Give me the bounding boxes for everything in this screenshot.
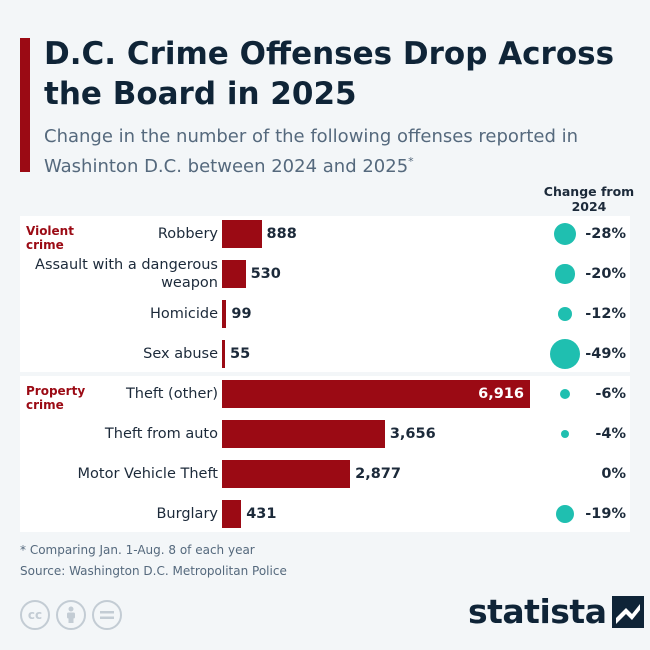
- chart-row: Burglary 431 -19%: [0, 494, 650, 534]
- brand-name: statista: [468, 592, 607, 631]
- bar: [222, 260, 246, 288]
- statista-mark-icon: [612, 595, 645, 628]
- bar: [222, 300, 227, 328]
- chart-row: Robbery 888 -28%: [0, 214, 650, 254]
- license-icons: cc: [20, 600, 122, 630]
- change-value-label: 0%: [601, 466, 626, 482]
- no-derivatives-icon[interactable]: [92, 600, 122, 630]
- category-label: Assault with a dangerous weapon: [35, 257, 218, 291]
- bar-value-label: 431: [246, 506, 277, 522]
- bar: [222, 500, 242, 528]
- statista-logo[interactable]: statista: [468, 592, 645, 631]
- chart-row: Theft from auto 3,656 -4%: [0, 414, 650, 454]
- chart-row: Motor Vehicle Theft 2,877 0%: [0, 454, 650, 494]
- attribution-icon[interactable]: [56, 600, 86, 630]
- cc-icon[interactable]: cc: [20, 600, 50, 630]
- bar-value-label: 3,656: [389, 426, 436, 442]
- change-value-label: -49%: [585, 346, 626, 362]
- bar-value-label: 530: [250, 266, 281, 282]
- category-label: Robbery: [157, 226, 218, 242]
- footnote: * Comparing Jan. 1-Aug. 8 of each year: [20, 543, 255, 557]
- change-value-label: -4%: [595, 426, 626, 442]
- category-label: Homicide: [149, 306, 218, 322]
- category-label: Burglary: [156, 506, 218, 522]
- change-bubble: [557, 306, 573, 322]
- bar-value-label: 6,916: [478, 386, 524, 402]
- change-value-label: -28%: [585, 226, 626, 242]
- category-label: Theft (other): [125, 386, 218, 402]
- category-label: Sex abuse: [143, 346, 218, 362]
- chart-row: Homicide 99 -12%: [0, 294, 650, 334]
- bar-value-label: 99: [231, 306, 252, 322]
- change-value-label: -19%: [585, 506, 626, 522]
- chart-row: Sex abuse 55 -49%: [0, 334, 650, 374]
- chart-row: Assault with a dangerous weapon 530 -20%: [0, 254, 650, 294]
- bar: [222, 220, 262, 248]
- bar-value-label: 888: [266, 226, 297, 242]
- group-label-violent: Violent crime: [26, 224, 74, 252]
- bar: [222, 460, 351, 488]
- change-value-label: -12%: [585, 306, 626, 322]
- subtitle-asterisk: *: [408, 155, 414, 168]
- chart-subtitle: Change in the number of the following of…: [44, 126, 579, 177]
- source-note: Source: Washington D.C. Metropolitan Pol…: [20, 564, 287, 578]
- change-bubble: [559, 388, 571, 400]
- change-bubble: [555, 264, 575, 284]
- chart-row: Theft (other) 6,916 -6%: [0, 374, 650, 414]
- bar-value-label: 2,877: [355, 466, 401, 482]
- change-value-label: -6%: [595, 386, 626, 402]
- category-label: Theft from auto: [104, 426, 218, 442]
- change-value-label: -20%: [585, 266, 626, 282]
- bar: [222, 380, 530, 408]
- change-bubble: [555, 504, 575, 524]
- change-bubble: [553, 222, 577, 246]
- bar-value-label: 55: [230, 346, 251, 362]
- bar: [222, 340, 225, 368]
- chart-title: D.C. Crime Offenses Drop Across the Boar…: [44, 36, 615, 112]
- change-column-header: Change from 2024: [543, 184, 635, 214]
- change-bubble: [560, 429, 570, 439]
- accent-bar: [20, 38, 30, 172]
- violent-crime-panel: [20, 216, 630, 372]
- bar: [222, 420, 385, 448]
- change-bubble: [550, 339, 580, 369]
- group-label-property: Property crime: [26, 384, 86, 412]
- category-label: Motor Vehicle Theft: [77, 466, 218, 482]
